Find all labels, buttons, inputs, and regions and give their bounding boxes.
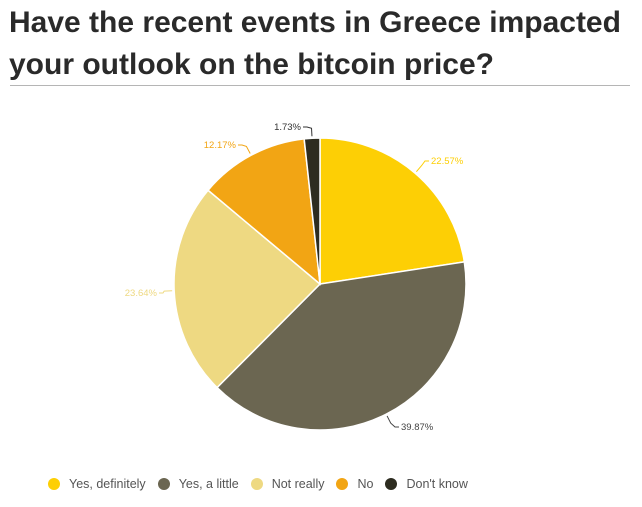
pie-slice-no: [207, 138, 321, 286]
pie-slice-yes-a-little: [216, 260, 467, 431]
legend-item-yes-a-little[interactable]: Yes, a little: [157, 477, 239, 491]
legend-label: Yes, definitely: [69, 477, 146, 491]
legend-item-don-t-know[interactable]: Don't know: [385, 477, 468, 491]
legend-label: Don't know: [406, 477, 468, 491]
leader-line-no: [238, 144, 251, 154]
data-label-not-really: 23.64%: [125, 288, 158, 299]
chart-title: Have the recent events in Greece impacte…: [9, 6, 621, 81]
legend-label: Yes, a little: [178, 477, 239, 491]
leader-line-yes-definitely: [416, 160, 429, 173]
legend-item-not-really[interactable]: Not really: [250, 477, 325, 491]
pie-slice-yes-definitely: [319, 137, 466, 285]
leader-line-don-t-know: [303, 126, 313, 137]
leader-line-not-really: [159, 290, 173, 294]
title-divider: [10, 85, 630, 86]
legend-swatch-no: [336, 478, 349, 490]
legend-label: Not really: [271, 477, 325, 491]
pie-slice-don-t-know: [303, 137, 321, 285]
data-label-no: 12.17%: [204, 140, 237, 151]
data-label-don-t-know: 1.73%: [274, 122, 301, 133]
leader-line-yes-a-little: [386, 415, 399, 428]
legend: Yes, definitely Yes, a little Not really No…: [48, 477, 480, 491]
data-label-yes-definitely: 22.57%: [431, 156, 464, 167]
legend-swatch-yes-a-little: [157, 478, 170, 490]
legend-swatch-yes-definitely: [48, 478, 60, 490]
data-label-yes-a-little: 39.87%: [401, 422, 434, 433]
legend-label: No: [357, 477, 374, 491]
legend-item-no[interactable]: No: [336, 477, 373, 491]
legend-swatch-don-t-know: [385, 478, 398, 490]
pie-slice-not-really: [173, 189, 322, 389]
legend-item-yes-definitely[interactable]: Yes, definitely: [48, 477, 146, 491]
legend-swatch-not-really: [250, 478, 263, 490]
